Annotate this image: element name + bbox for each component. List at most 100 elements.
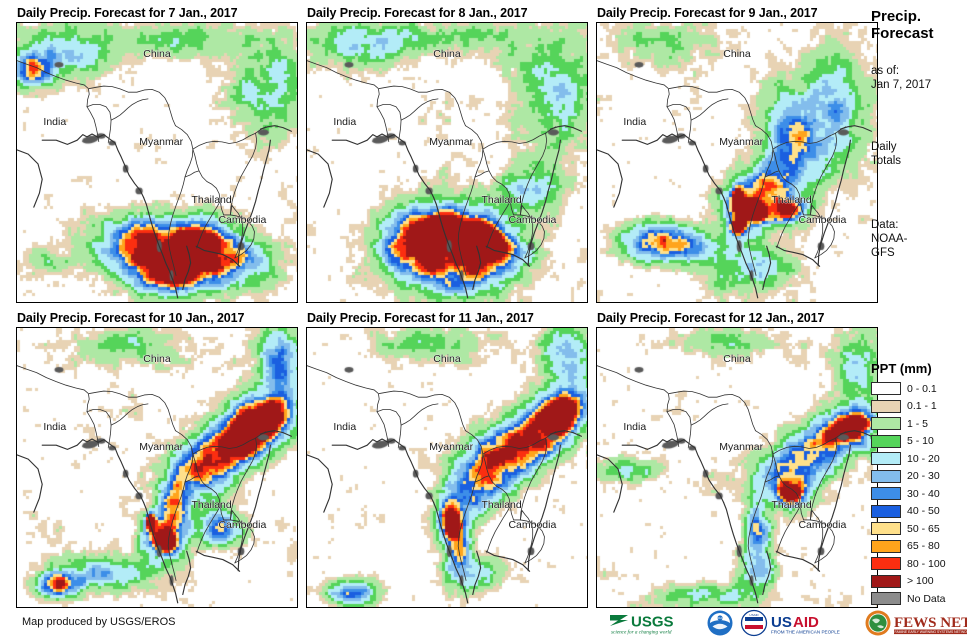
panel-8jan: Daily Precip. Forecast for 8 Jan., 2017 C… [306,6,588,303]
map-frame[interactable]: China India Myanmar Thailand Cambodia [16,22,298,303]
legend-label: 30 - 40 [907,487,940,500]
legend-row: 5 - 10 [871,433,967,451]
country-label-cambodia: Cambodia [218,518,267,531]
panel-12jan: Daily Precip. Forecast for 12 Jan., 2017… [596,311,878,608]
legend-swatch [871,522,901,536]
country-label-india: India [623,421,647,434]
country-label-myanmar: Myanmar [429,440,474,453]
country-label-thailand: Thailand [771,499,812,512]
country-label-myanmar: Myanmar [719,440,764,453]
legend-label: 1 - 5 [907,417,929,430]
country-label-china: China [433,352,461,365]
country-label-myanmar: Myanmar [139,440,184,453]
precipitation-raster [307,328,587,607]
legend-swatch [871,592,901,606]
country-label-china: China [433,47,461,60]
country-label-cambodia: Cambodia [508,213,557,226]
country-label-cambodia: Cambodia [798,518,847,531]
country-label-india: India [333,421,357,434]
info-column: Precip. Forecast as of: Jan 7, 2017 Dail… [871,8,967,260]
legend-label: 0 - 0.1 [907,382,937,395]
usgs-logo: USGS science for a changing world [608,609,700,637]
panel-title: Daily Precip. Forecast for 7 Jan., 2017 [17,6,238,20]
svg-text:FAMINE EARLY WARNING SYSTEMS N: FAMINE EARLY WARNING SYSTEMS NETWORK [895,630,967,634]
svg-text:AID: AID [793,614,819,631]
legend-row: 30 - 40 [871,485,967,503]
legend-swatch [871,452,901,466]
svg-text:USAID: USAID [749,613,759,617]
country-label-myanmar: Myanmar [429,135,474,148]
svg-text:science for a changing world: science for a changing world [611,629,672,636]
precipitation-raster [597,23,877,302]
legend-swatch [871,382,901,396]
country-label-india: India [43,116,67,129]
map-frame[interactable]: China India Myanmar Thailand Cambodia [16,327,298,608]
panel-title: Daily Precip. Forecast for 9 Jan., 2017 [597,6,818,20]
data-source-label: Data: [871,219,899,231]
panel-title: Daily Precip. Forecast for 10 Jan., 2017 [17,311,245,325]
country-label-india: India [623,116,647,129]
legend-row: 40 - 50 [871,503,967,521]
legend-label: 10 - 20 [907,452,940,465]
legend-swatch [871,417,901,431]
country-label-china: China [143,352,171,365]
legend-row: 1 - 5 [871,415,967,433]
panel-10jan: Daily Precip. Forecast for 10 Jan., 2017… [16,311,298,608]
map-frame[interactable]: China India Myanmar Thailand Cambodia [596,327,878,608]
legend-label: 65 - 80 [907,540,940,553]
legend-row: 10 - 20 [871,450,967,468]
legend-swatch [871,469,901,483]
legend-title: PPT (mm) [871,361,932,376]
legend-label: 0.1 - 1 [907,400,937,413]
svg-text:FROM THE AMERICAN PEOPLE: FROM THE AMERICAN PEOPLE [771,630,840,635]
legend-swatch [871,574,901,588]
legend-swatch [871,399,901,413]
legend-label: 50 - 65 [907,522,940,535]
totals-line2: Totals [871,155,902,167]
map-credit: Map produced by USGS/EROS [22,616,176,628]
legend-swatch [871,434,901,448]
country-label-thailand: Thailand [191,499,232,512]
legend-row: 65 - 80 [871,538,967,556]
country-label-myanmar: Myanmar [719,135,764,148]
country-label-china: China [723,352,751,365]
panel-title: Daily Precip. Forecast for 12 Jan., 2017 [597,311,825,325]
legend-label: 20 - 30 [907,470,940,483]
as-of-label: as of: [871,65,900,77]
precipitation-raster [17,328,297,607]
panel-11jan: Daily Precip. Forecast for 11 Jan., 2017… [306,311,588,608]
legend-label: > 100 [907,575,934,588]
panel-title: Daily Precip. Forecast for 11 Jan., 2017 [307,311,534,325]
map-frame[interactable]: China India Myanmar Thailand Cambodia [306,327,588,608]
legend-row: 50 - 65 [871,520,967,538]
legend-rows: 0 - 0.1 0.1 - 1 1 - 5 5 - 10 10 - 20 20 - 30 3… [871,380,967,608]
legend-row: > 100 [871,573,967,591]
panel-7jan: Daily Precip. Forecast for 7 Jan., 2017 C… [16,6,298,303]
totals-line1: Daily [871,141,897,153]
precipitation-raster [597,328,877,607]
legend-swatch [871,557,901,571]
country-label-cambodia: Cambodia [508,518,557,531]
data-source-line1: NOAA- [871,233,908,245]
precipitation-raster [307,23,587,302]
country-label-cambodia: Cambodia [218,213,267,226]
agency-logos: USGS science for a changing world NOAA [608,608,967,638]
as-of-date: Jan 7, 2017 [871,79,932,91]
legend-row: 20 - 30 [871,468,967,486]
legend-row: 80 - 100 [871,555,967,573]
country-label-thailand: Thailand [771,194,812,207]
country-label-thailand: Thailand [481,194,522,207]
map-frame[interactable]: China India Myanmar Thailand Cambodia [306,22,588,303]
panel-9jan: Daily Precip. Forecast for 9 Jan., 2017 C… [596,6,878,303]
svg-text:USGS: USGS [631,614,674,631]
map-frame[interactable]: China India Myanmar Thailand Cambodia [596,22,878,303]
precipitation-raster [17,23,297,302]
legend-row: 0 - 0.1 [871,380,967,398]
legend-swatch [871,504,901,518]
info-title-line2: Forecast [871,25,934,42]
svg-text:US: US [771,614,792,631]
legend-label: 5 - 10 [907,435,934,448]
country-label-cambodia: Cambodia [798,213,847,226]
legend-swatch [871,539,901,553]
country-label-thailand: Thailand [191,194,232,207]
